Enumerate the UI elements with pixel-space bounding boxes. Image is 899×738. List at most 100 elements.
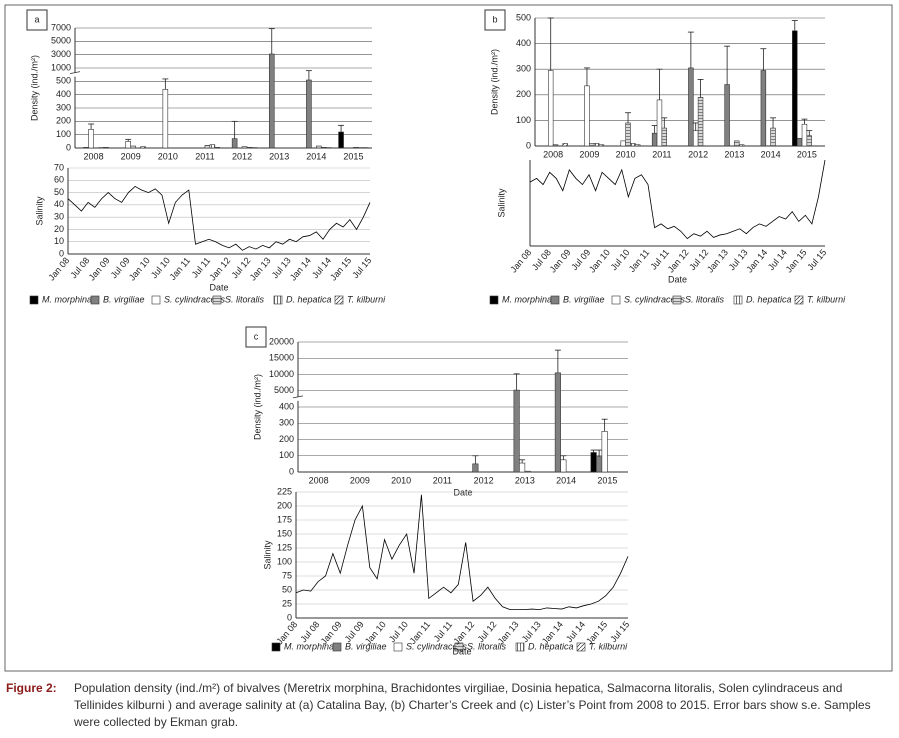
x-tick-label: Jan 14: [288, 255, 313, 282]
legend-label: B. virgiliae: [103, 294, 145, 304]
y-tick-label: 100: [56, 129, 71, 139]
x-tick-label: Jan 08: [46, 255, 71, 282]
y-tick-label: 15000: [269, 353, 294, 363]
y-axis-label: Salinity: [496, 188, 506, 218]
x-tick-label: 2015: [597, 475, 617, 485]
legend-hatch: [734, 296, 742, 304]
caption-label: Figure 2:: [6, 681, 57, 695]
x-tick-label: 2011: [433, 475, 452, 485]
x-tick-label: Jan 11: [627, 247, 652, 274]
legend-hatch: [795, 296, 803, 304]
y-tick-label: 200: [56, 116, 71, 126]
y-tick-label: 200: [279, 434, 294, 444]
bar: [83, 147, 89, 149]
bar-hatch: [130, 146, 136, 148]
bar-hatch: [242, 146, 248, 148]
x-tick-label: 2010: [616, 149, 636, 159]
y-tick-label: 225: [277, 486, 292, 496]
x-tick-label: 2013: [269, 151, 289, 161]
bar-hatch: [316, 146, 322, 148]
bar: [760, 70, 767, 147]
x-tick-label: Jan 11: [168, 255, 193, 282]
x-tick-label: Jan 08: [508, 247, 533, 274]
bar: [519, 462, 526, 473]
y-tick-label: 1000: [51, 62, 71, 72]
x-tick-label: Jan 14: [744, 247, 769, 274]
y-tick-label: 300: [56, 102, 71, 112]
salinity-line: [67, 185, 371, 251]
legend-label: M. morphina: [42, 294, 92, 304]
legend-hatch: [274, 296, 282, 304]
legend-label: D. hepatica: [286, 294, 332, 304]
legend-label: S. cylindraceus: [406, 641, 468, 651]
x-tick-label: 2011: [652, 149, 671, 159]
bar-hatch: [204, 145, 210, 148]
bar-hatch: [770, 128, 776, 146]
x-tick-label: Jan 12: [666, 247, 691, 274]
y-tick-label: 10000: [269, 369, 294, 379]
x-tick-label: 2011: [195, 151, 214, 161]
bar: [796, 138, 803, 147]
y-tick-label: 3000: [51, 49, 71, 59]
y-tick-label: 150: [277, 528, 292, 538]
x-axis-label: Date: [452, 646, 471, 656]
panel-label-box: [26, 9, 48, 31]
panel-label-box: [484, 9, 506, 31]
y-tick-label: 200: [277, 500, 292, 510]
x-tick-label: Jan 15: [784, 247, 809, 274]
y-tick-label: 400: [56, 89, 71, 99]
bar-hatch: [806, 135, 812, 146]
y-tick-label: 7000: [51, 22, 71, 32]
y-axis-label: Salinity: [262, 540, 272, 570]
panel-label-box: [245, 326, 267, 348]
legend-swatch: [332, 642, 342, 652]
x-axis-label: Date: [209, 282, 228, 292]
y-axis-label: Density (ind./m²): [29, 55, 39, 121]
legend-label: M. morphina: [284, 641, 334, 651]
y-axis-label: Salinity: [34, 196, 44, 226]
y-tick-label: 100: [277, 556, 292, 566]
bar: [724, 84, 730, 147]
bar: [338, 131, 344, 149]
x-tick-label: Jan 09: [548, 247, 573, 274]
bar-hatch: [625, 122, 631, 146]
bar-hatch: [589, 143, 595, 146]
x-tick-label: 2009: [121, 151, 141, 161]
bar-hatch: [553, 144, 558, 146]
bar: [231, 138, 238, 149]
y-tick-label: 20: [54, 224, 64, 234]
bar-hatch: [562, 143, 568, 146]
y-tick-label: 200: [516, 89, 531, 99]
bar: [306, 79, 312, 149]
bar-hatch: [209, 144, 215, 148]
axis-break-mark: [292, 395, 304, 399]
bar: [268, 53, 275, 149]
bar: [590, 452, 597, 473]
bar: [656, 99, 663, 147]
legend-swatch: [271, 642, 281, 652]
bar: [584, 85, 590, 147]
axis-break-mark: [69, 71, 81, 75]
y-tick-label: 5000: [51, 36, 71, 46]
panel-label: b: [492, 14, 497, 24]
legend-swatch: [90, 295, 100, 305]
legend-label: B. virgiliae: [563, 294, 605, 304]
salinity-line: [529, 159, 826, 240]
y-tick-label: 60: [54, 175, 64, 185]
legend-label: T. kilburni: [807, 294, 846, 304]
legend-hatch: [213, 296, 221, 304]
panel-label: a: [34, 14, 39, 24]
x-tick-label: 2013: [724, 149, 744, 159]
bar-hatch: [247, 147, 252, 148]
legend-swatch: [550, 295, 560, 305]
bar-hatch: [599, 144, 604, 146]
x-tick-label: 2010: [158, 151, 178, 161]
bar: [601, 431, 608, 473]
bar-hatch: [594, 143, 600, 146]
x-tick-label: 2010: [391, 475, 411, 485]
x-tick-label: 2014: [556, 475, 576, 485]
legend-label: D. hepatica: [746, 294, 792, 304]
y-tick-label: 100: [516, 115, 531, 125]
caption: Figure 2: Population density (ind./m²) o…: [6, 680, 890, 731]
